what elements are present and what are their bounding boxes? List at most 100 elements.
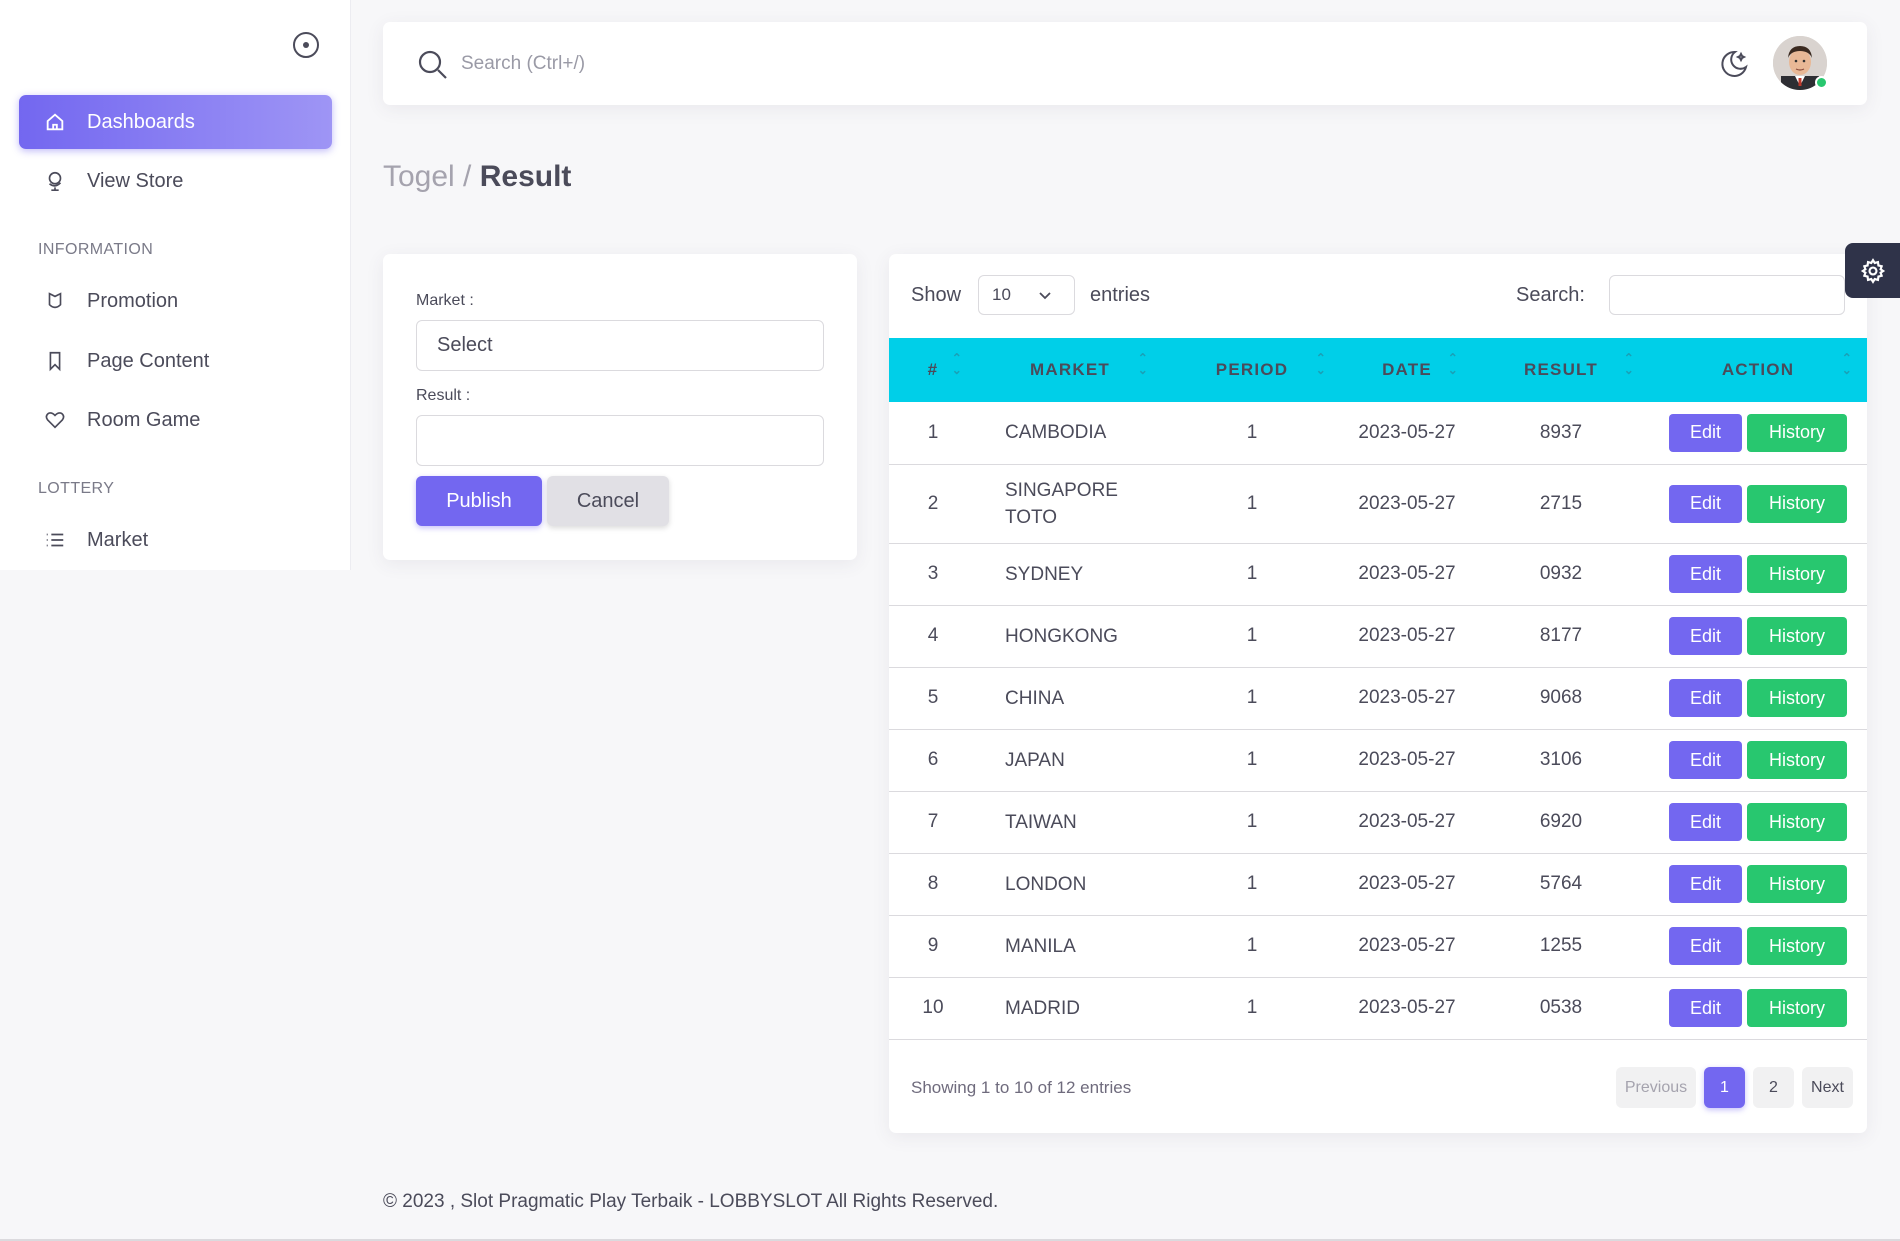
cell-action: Edit History — [1649, 464, 1867, 544]
pagination-previous[interactable]: Previous — [1616, 1067, 1696, 1108]
cell-number: 6 — [889, 729, 977, 792]
sidebar-toggle-icon[interactable] — [293, 32, 319, 58]
cell-result: 8937 — [1473, 402, 1649, 465]
edit-button[interactable]: Edit — [1669, 803, 1742, 841]
row-actions: Edit History — [1649, 803, 1867, 841]
user-avatar-icon — [1773, 36, 1827, 90]
cell-date: 2023-05-27 — [1341, 543, 1473, 606]
history-button[interactable]: History — [1747, 484, 1847, 523]
edit-button[interactable]: Edit — [1669, 617, 1742, 655]
market-select-value: Select — [437, 334, 493, 356]
sort-icon: ⌃ ⌄ — [1447, 351, 1459, 377]
sidebar: Dashboards View Store INFORMATION Promot… — [0, 0, 351, 570]
sidebar-item-label: View Store — [87, 169, 184, 192]
history-button[interactable]: History — [1747, 617, 1847, 655]
table-header-row: # ⌃ ⌄ MARKET ⌃ ⌄ PERIOD ⌃ ⌄ DATE ⌃ ⌄ RESULT ⌃ ⌄ AC… — [889, 338, 1867, 402]
column-header-label: DATE — [1382, 360, 1432, 379]
page-size-value: 10 — [992, 285, 1011, 304]
edit-button[interactable]: Edit — [1669, 484, 1742, 523]
result-form-card: Market : Select Result : Publish Cancel — [383, 254, 857, 560]
results-table-card: Show 10 entries Search: # ⌃ ⌄ MARKET ⌃ ⌄ PER… — [889, 254, 1867, 1133]
edit-button[interactable]: Edit — [1669, 865, 1742, 903]
cell-date: 2023-05-27 — [1341, 402, 1473, 465]
cell-result: 5764 — [1473, 853, 1649, 916]
row-actions: Edit History — [1649, 555, 1867, 593]
bookmark-icon — [43, 349, 67, 373]
theme-settings-tab[interactable] — [1845, 243, 1900, 298]
cell-number: 4 — [889, 605, 977, 668]
sidebar-item-market[interactable]: Market — [19, 513, 332, 567]
row-actions: Edit History — [1649, 413, 1867, 452]
table-search-input[interactable] — [1609, 275, 1845, 315]
cell-action: Edit History — [1649, 915, 1867, 978]
cell-period: 1 — [1163, 543, 1341, 606]
column-header-market[interactable]: MARKET ⌃ ⌄ — [977, 338, 1163, 402]
table-row: 7 TAIWAN 1 2023-05-27 6920 Edit History — [889, 791, 1867, 854]
cell-date: 2023-05-27 — [1341, 915, 1473, 978]
cell-number: 10 — [889, 977, 977, 1040]
history-button[interactable]: History — [1747, 413, 1847, 452]
row-actions: Edit History — [1649, 679, 1867, 717]
cell-result: 0932 — [1473, 543, 1649, 606]
cell-period: 1 — [1163, 977, 1341, 1040]
column-header-label: ACTION — [1721, 360, 1795, 379]
table-row: 4 HONGKONG 1 2023-05-27 8177 Edit History — [889, 605, 1867, 668]
edit-button[interactable]: Edit — [1669, 413, 1742, 452]
market-label: Market : — [416, 292, 474, 309]
cell-result: 0538 — [1473, 977, 1649, 1040]
publish-button[interactable]: Publish — [416, 476, 542, 526]
result-input[interactable] — [416, 415, 824, 466]
pagination-page-2[interactable]: 2 — [1753, 1067, 1794, 1108]
nav-header-lottery: LOTTERY — [38, 480, 115, 497]
cell-result: 1255 — [1473, 915, 1649, 978]
history-button[interactable]: History — [1747, 741, 1847, 779]
sidebar-item-view-store[interactable]: View Store — [19, 154, 332, 208]
column-header-number[interactable]: # ⌃ ⌄ — [889, 338, 977, 402]
history-button[interactable]: History — [1747, 679, 1847, 717]
pagination-page-1[interactable]: 1 — [1704, 1067, 1745, 1108]
cell-period: 1 — [1163, 464, 1341, 544]
cell-date: 2023-05-27 — [1341, 605, 1473, 668]
cancel-button[interactable]: Cancel — [547, 476, 669, 526]
cell-number: 7 — [889, 791, 977, 854]
cell-action: Edit History — [1649, 667, 1867, 730]
column-header-result[interactable]: RESULT ⌃ ⌄ — [1473, 338, 1649, 402]
sidebar-item-dashboards[interactable]: Dashboards — [19, 95, 332, 149]
pagination-next[interactable]: Next — [1802, 1067, 1853, 1108]
edit-button[interactable]: Edit — [1669, 927, 1742, 965]
avatar[interactable] — [1773, 36, 1828, 90]
history-button[interactable]: History — [1747, 927, 1847, 965]
search-input[interactable] — [461, 46, 1061, 82]
cell-market-text: MADRID — [1005, 997, 1080, 1019]
sidebar-item-label: Promotion — [87, 289, 179, 312]
cell-action: Edit History — [1649, 853, 1867, 916]
edit-button[interactable]: Edit — [1669, 555, 1742, 593]
cell-number: 5 — [889, 667, 977, 730]
breadcrumb-parent[interactable]: Togel / — [383, 160, 472, 193]
sidebar-item-label: Room Game — [87, 408, 201, 431]
cell-number: 8 — [889, 853, 977, 916]
edit-button[interactable]: Edit — [1669, 741, 1742, 779]
history-button[interactable]: History — [1747, 555, 1847, 593]
history-button[interactable]: History — [1747, 803, 1847, 841]
sidebar-item-page-content[interactable]: Page Content — [19, 334, 332, 388]
row-actions: Edit History — [1649, 989, 1867, 1027]
row-actions: Edit History — [1649, 927, 1867, 965]
column-header-action[interactable]: ACTION ⌃ ⌄ — [1649, 338, 1867, 402]
column-header-period[interactable]: PERIOD ⌃ ⌄ — [1163, 338, 1341, 402]
cell-result: 2715 — [1473, 464, 1649, 544]
sidebar-item-room-game[interactable]: Room Game — [19, 393, 332, 447]
edit-button[interactable]: Edit — [1669, 989, 1742, 1027]
moon-icon[interactable] — [1718, 48, 1750, 80]
history-button[interactable]: History — [1747, 865, 1847, 903]
market-select[interactable]: Select — [416, 320, 824, 371]
column-header-date[interactable]: DATE ⌃ ⌄ — [1341, 338, 1473, 402]
page-size-select[interactable]: 10 — [978, 275, 1075, 315]
sort-icon: ⌃ ⌄ — [1623, 351, 1635, 377]
table-row: 8 LONDON 1 2023-05-27 5764 Edit History — [889, 853, 1867, 916]
edit-button[interactable]: Edit — [1669, 679, 1742, 717]
sidebar-item-promotion[interactable]: Promotion — [19, 274, 332, 328]
cell-market-text: LONDON — [1005, 873, 1087, 895]
breadcrumb: Togel / Result — [383, 160, 571, 194]
history-button[interactable]: History — [1747, 989, 1847, 1027]
